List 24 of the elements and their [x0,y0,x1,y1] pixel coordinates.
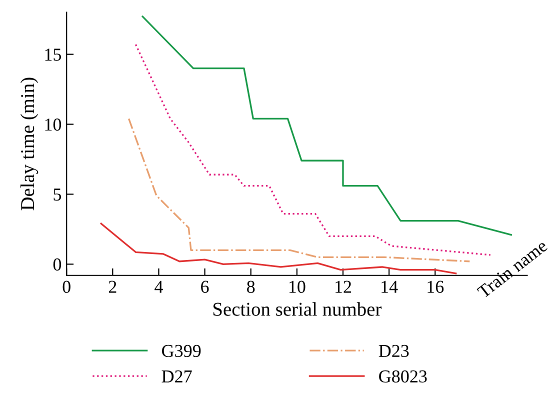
y-tick-label: 15 [45,48,62,61]
y-tick-label: 5 [54,188,62,201]
x-tick-label: 0 [62,280,70,293]
legend-label: D23 [378,344,409,358]
x-tick-label: 6 [201,280,209,293]
annotation: Train name [476,239,548,299]
legend-label: G8023 [379,370,427,383]
legend-label: D27 [162,370,192,382]
line-series [142,16,512,236]
line-series [128,118,471,262]
line-series [100,222,457,274]
y-tick-label: 10 [45,118,62,131]
x-tick-label: 2 [108,280,116,293]
x-tick-label: 14 [382,280,398,293]
x-tick-label: 4 [154,280,163,293]
line-series [134,44,492,256]
legend-label: G399 [162,344,201,358]
x-tick-label: 10 [289,280,306,293]
x-tick-label: 12 [336,280,352,293]
y-axis-title: Delay time (min) [20,78,38,210]
y-tick-label: 0 [53,258,62,271]
x-tick-label: 16 [428,280,444,293]
x-tick-label: 8 [247,280,255,293]
x-axis-title: Section serial number [213,302,382,316]
